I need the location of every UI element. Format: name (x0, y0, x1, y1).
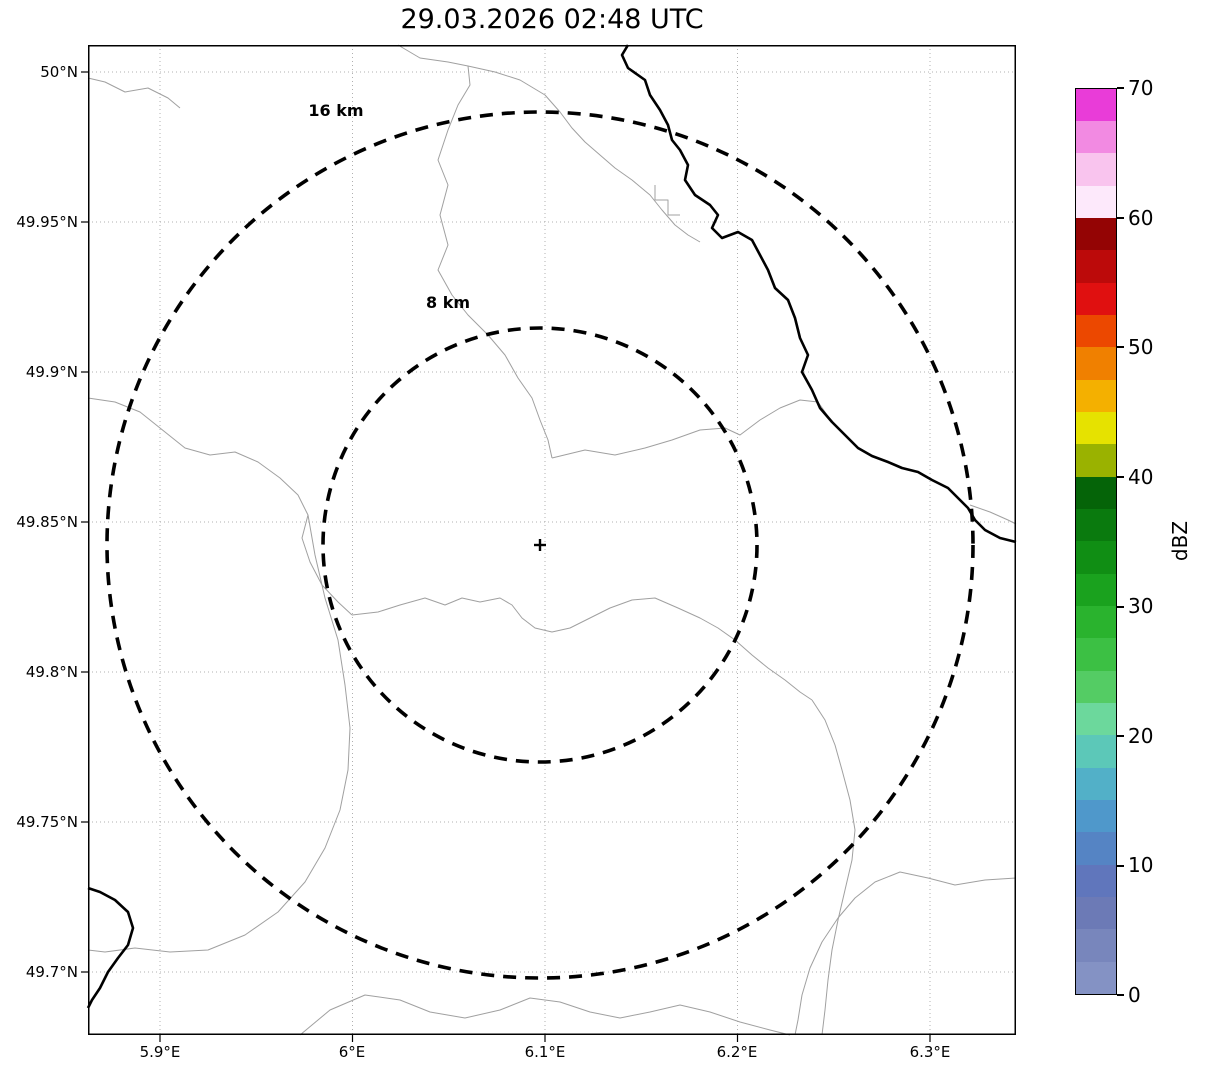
y-tick-label: 49.85°N (16, 513, 78, 531)
radar-center-marker (534, 539, 546, 551)
colorbar-tick-label: 20 (1128, 724, 1154, 748)
colorbar-band (1076, 282, 1116, 316)
colorbar-tick-label: 60 (1128, 206, 1154, 230)
colorbar-band (1076, 476, 1116, 510)
y-tick-label: 49.95°N (16, 213, 78, 231)
range-ring-16km (105, 110, 975, 980)
colorbar-tick-mark (1117, 87, 1124, 89)
admin-boundaries (87, 44, 1017, 1036)
colorbar-band (1076, 832, 1116, 865)
boundary-line (351, 597, 813, 701)
x-tick-label: 6°E (338, 1043, 366, 1061)
map-plot: 16 km 8 km (81, 44, 1017, 1042)
y-tick-label: 50°N (40, 63, 78, 81)
colorbar-band (1076, 606, 1116, 639)
colorbar-tick-mark (1117, 994, 1124, 996)
river-border-lines (86, 44, 1017, 1009)
colorbar-band (1076, 379, 1116, 413)
x-tick-label: 6.3°E (909, 1043, 951, 1061)
boundary-line (299, 994, 791, 1036)
axis-tick-marks (81, 71, 931, 1042)
colorbar-band (1076, 735, 1116, 768)
colorbar-band (1076, 961, 1116, 994)
colorbar-band (1076, 412, 1116, 445)
colorbar-band (1076, 670, 1116, 704)
colorbar-tick-mark (1117, 735, 1124, 737)
colorbar-tick-label: 0 (1128, 983, 1141, 1007)
plot-frame (88, 45, 1016, 1035)
boundary-line (654, 185, 680, 216)
boundary-line (969, 504, 1017, 525)
colorbar-band (1076, 509, 1116, 542)
colorbar-band (1076, 121, 1116, 154)
boundary-line (87, 77, 181, 109)
colorbar-tick-mark (1117, 606, 1124, 608)
colorbar-band (1076, 573, 1116, 607)
colorbar-band (1076, 929, 1116, 962)
colorbar-axis-label: dBZ (1168, 520, 1192, 562)
boundary-line (87, 397, 353, 616)
colorbar-tick-mark (1117, 865, 1124, 867)
range-ring-8km (321, 326, 759, 764)
colorbar-band (1076, 767, 1116, 801)
colorbar-tick-label: 70 (1128, 76, 1154, 100)
colorbar-band (1076, 638, 1116, 671)
x-tick-label: 6.1°E (524, 1043, 566, 1061)
colorbar-band (1076, 153, 1116, 186)
colorbar-tick-label: 30 (1128, 594, 1154, 618)
colorbar-band (1076, 864, 1116, 898)
colorbar-band (1076, 315, 1116, 348)
boundary-line (811, 699, 856, 1036)
x-tick-label: 6.2°E (716, 1043, 758, 1061)
boundary-line (87, 514, 351, 953)
boundary-line (397, 44, 553, 459)
grid-lines (88, 45, 1016, 1035)
colorbar-band (1076, 218, 1116, 251)
boundary-line (467, 65, 701, 243)
page-title: 29.03.2026 02:48 UTC (400, 4, 704, 35)
y-tick-label: 49.8°N (25, 663, 78, 681)
colorbar-tick-mark (1117, 346, 1124, 348)
boundary-line (551, 399, 833, 459)
colorbar-band (1076, 800, 1116, 833)
colorbar-axis-label-wrap: dBZ (1158, 441, 1202, 641)
colorbar-band (1076, 88, 1116, 122)
colorbar-band (1076, 347, 1116, 380)
ring-label-16km: 16 km (308, 101, 363, 120)
colorbar-gradient (1075, 88, 1117, 995)
colorbar-tick-mark (1117, 476, 1124, 478)
y-tick-label: 49.75°N (16, 813, 78, 831)
colorbar-band (1076, 185, 1116, 219)
colorbar-band (1076, 444, 1116, 477)
colorbar-tick-label: 10 (1128, 853, 1154, 877)
country-border-line (86, 886, 135, 1009)
colorbar-band (1076, 703, 1116, 736)
boundary-line (794, 871, 1017, 1036)
y-tick-label: 49.7°N (25, 963, 78, 981)
x-tick-label: 5.9°E (139, 1043, 181, 1061)
colorbar-tick-label: 40 (1128, 465, 1154, 489)
colorbar-band (1076, 541, 1116, 574)
colorbar-band (1076, 250, 1116, 283)
colorbar-band (1076, 897, 1116, 930)
river-line (620, 44, 1017, 544)
colorbar-tick-mark (1117, 217, 1124, 219)
y-tick-label: 49.9°N (25, 363, 78, 381)
colorbar-tick-label: 50 (1128, 335, 1154, 359)
ring-label-8km: 8 km (426, 293, 470, 312)
